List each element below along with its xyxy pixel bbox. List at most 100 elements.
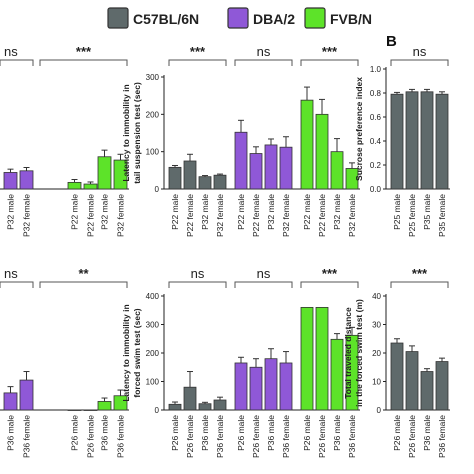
y-tick-label: 100 — [146, 148, 160, 157]
x-tick-label: P32 male — [200, 194, 210, 230]
x-tick-label: P32 female — [116, 194, 126, 237]
bar — [198, 176, 212, 190]
bar — [315, 113, 329, 190]
significance-label: *** — [190, 44, 206, 59]
legend-label-fvbn: FVB/N — [330, 11, 372, 27]
y-axis-label: Total traveled distance — [343, 307, 353, 399]
x-tick-label: P22 female — [185, 194, 195, 237]
x-tick-label: P36 male — [6, 415, 16, 451]
x-tick-label: P36 female — [281, 415, 291, 458]
chart-panels: P32 male P32 female P22 male P22 female P32 … — [0, 44, 450, 458]
y-axis-label: Latency to immobility in — [121, 304, 131, 401]
significance-bracket — [0, 59, 34, 66]
y-tick-label: 0 — [377, 406, 382, 415]
legend-label-dba2: DBA/2 — [253, 11, 295, 27]
bar — [390, 342, 404, 411]
significance-bracket — [39, 281, 128, 288]
bar — [435, 93, 449, 190]
y-tick-label: 10 — [372, 378, 381, 387]
x-tick-label: P26 female — [86, 415, 96, 458]
significance-label: ns — [413, 44, 427, 59]
significance-label: ns — [4, 266, 18, 281]
y-tick-label: 20 — [372, 349, 381, 358]
legend-swatch-fvbn — [304, 7, 326, 29]
x-tick-label: P25 female — [407, 194, 417, 237]
x-tick-label: P26 female — [185, 415, 195, 458]
bar — [97, 156, 112, 190]
significance-label: ns — [257, 266, 271, 281]
bar — [390, 93, 404, 190]
bar — [83, 409, 98, 411]
y-tick-label: 300 — [146, 73, 160, 82]
significance-label: *** — [322, 266, 338, 281]
y-tick-label: 1.0 — [370, 65, 382, 74]
legend-swatch-c57bl6n — [107, 7, 129, 29]
x-tick-label: P25 male — [392, 194, 402, 230]
x-tick-label: P32 male — [6, 194, 16, 230]
bar — [67, 409, 82, 411]
significance-label: *** — [322, 44, 338, 59]
bar — [279, 146, 293, 190]
chart-total_distance: 0 10 20 30 40 Total traveled distance in the f… — [343, 266, 450, 458]
x-tick-label: P36 female — [437, 415, 447, 458]
significance-bracket — [234, 59, 293, 66]
bar — [168, 166, 182, 190]
bar — [264, 358, 278, 411]
bar — [97, 401, 112, 411]
y-tick-label: 0 — [155, 406, 160, 415]
y-axis-label: tail suspension test (sec) — [132, 82, 142, 184]
bar — [264, 144, 278, 190]
x-tick-label: P36 male — [266, 415, 276, 451]
bar — [19, 379, 34, 411]
bar — [330, 338, 344, 411]
significance-bracket — [390, 281, 449, 288]
significance-bracket — [300, 281, 359, 288]
bar — [183, 386, 197, 411]
bar — [168, 403, 182, 411]
bar — [198, 403, 212, 411]
bar — [420, 91, 434, 190]
x-tick-label: P32 female — [347, 194, 357, 237]
bar — [83, 183, 98, 190]
significance-bracket — [0, 281, 34, 288]
y-tick-label: 0.4 — [370, 137, 382, 146]
chart-forced_swim: 0 100 200 300 400 Latency to immobility in for… — [121, 266, 360, 458]
x-tick-label: P26 male — [170, 415, 180, 451]
bar — [234, 131, 248, 190]
bar — [300, 99, 314, 190]
significance-label: ns — [257, 44, 271, 59]
x-tick-label: P36 male — [422, 415, 432, 451]
legend-label-c57bl6n: C57BL/6N — [133, 11, 199, 27]
x-tick-label: P36 male — [200, 415, 210, 451]
x-tick-label: P36 female — [116, 415, 126, 458]
x-tick-label: P26 male — [236, 415, 246, 451]
x-tick-label: P36 male — [332, 415, 342, 451]
bar — [213, 174, 227, 190]
bar — [234, 362, 248, 411]
panel-label-b: B — [386, 33, 397, 50]
y-tick-label: 200 — [146, 110, 160, 119]
y-axis-label: forced swim test (sec) — [132, 308, 142, 397]
x-tick-label: P36 male — [100, 415, 110, 451]
x-tick-label: P32 male — [266, 194, 276, 230]
y-tick-label: 400 — [146, 292, 160, 301]
legend: C57BL/6N DBA/2 FVB/N — [107, 7, 372, 29]
bar — [249, 153, 263, 190]
x-tick-label: P32 female — [215, 194, 225, 237]
significance-bracket — [300, 59, 359, 66]
significance-bracket — [390, 59, 449, 66]
x-tick-label: P35 male — [422, 194, 432, 230]
y-tick-label: 200 — [146, 349, 160, 358]
y-axis-label: Sucrose preference index — [354, 77, 364, 181]
chart-partial_top_left: P32 male P32 female P22 male P22 female P32 … — [0, 44, 129, 237]
chart-tail_suspension: 0 100 200 300 Latency to immobility in tail s… — [121, 44, 360, 237]
y-tick-label: 0 — [155, 185, 160, 194]
x-tick-label: P32 male — [332, 194, 342, 230]
bar — [183, 160, 197, 190]
chart-partial_bottom_left: P36 male P36 female P26 male P26 female P36 … — [0, 266, 129, 458]
x-tick-label: P32 male — [100, 194, 110, 230]
x-tick-label: P35 female — [437, 194, 447, 237]
significance-label: *** — [76, 44, 92, 59]
x-tick-label: P32 female — [22, 194, 32, 237]
